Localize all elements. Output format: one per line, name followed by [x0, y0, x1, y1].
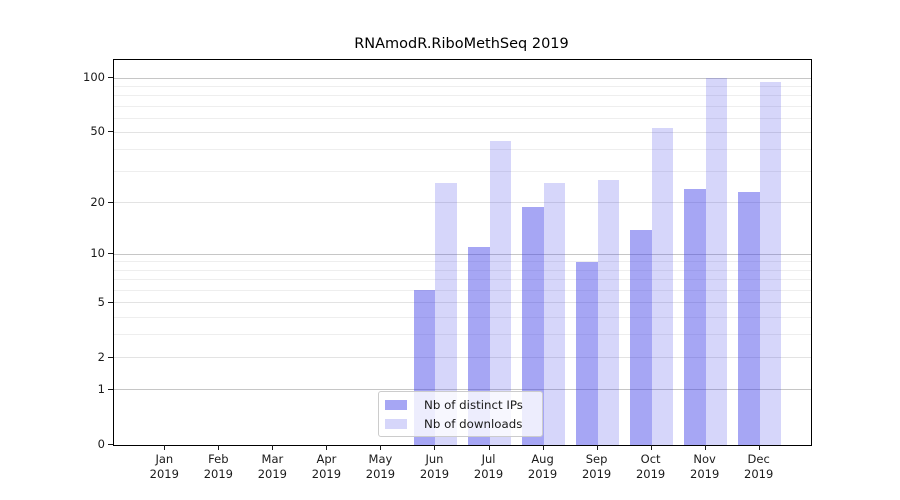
y-tick-label-1: 1 — [97, 381, 105, 396]
gridline-y-9 — [114, 261, 811, 263]
y-tick-0 — [108, 444, 113, 445]
x-tick-mar — [272, 445, 274, 450]
legend-swatch-downloads — [385, 418, 407, 429]
gridline-y-8 — [114, 269, 811, 271]
chart-title: RNAmodR.RiboMethSeq 2019 — [354, 36, 569, 52]
gridline-y-40 — [114, 149, 811, 151]
bar-sep-downloads — [597, 180, 620, 445]
legend-label-downloads: Nb of downloads — [424, 416, 523, 431]
x-tick-label-jun: Jun 2019 — [419, 452, 450, 481]
x-tick-may — [380, 445, 382, 450]
x-tick-label-sep: Sep 2019 — [581, 452, 612, 481]
gridline-y-1 — [114, 389, 811, 391]
legend-swatch-distinct-ips — [385, 399, 407, 410]
bar-jul-downloads — [489, 140, 512, 445]
bar-oct-distinct-ips — [630, 229, 652, 445]
gridline-y-80 — [114, 95, 811, 97]
x-tick-nov — [704, 445, 706, 450]
x-tick-label-feb: Feb 2019 — [203, 452, 233, 481]
x-tick-label-nov: Nov 2019 — [690, 452, 720, 481]
y-tick-label-2: 2 — [97, 349, 105, 364]
y-tick-10 — [108, 253, 113, 255]
x-tick-label-aug: Aug 2019 — [527, 452, 558, 481]
bar-dec-downloads — [759, 82, 782, 445]
gridline-y-7 — [114, 279, 811, 281]
x-tick-label-oct: Oct 2019 — [635, 452, 666, 481]
gridline-y-60 — [114, 117, 811, 119]
x-tick-apr — [326, 445, 328, 450]
gridline-y-2 — [114, 357, 811, 359]
gridline-y-30 — [114, 171, 811, 173]
bar-aug-distinct-ips — [521, 206, 544, 445]
y-tick-5 — [108, 301, 113, 303]
gridline-y-3 — [114, 334, 811, 336]
x-tick-label-may: May 2019 — [365, 452, 396, 481]
x-tick-label-mar: Mar 2019 — [257, 452, 288, 481]
gridline-y-20 — [114, 202, 811, 204]
bar-aug-downloads — [543, 182, 566, 445]
y-tick-label-20: 20 — [90, 194, 105, 209]
gridline-y-5 — [114, 302, 811, 304]
gridline-y-70 — [114, 105, 811, 107]
x-tick-feb — [218, 445, 220, 450]
gridline-y-100 — [114, 77, 811, 79]
bar-oct-downloads — [651, 127, 674, 445]
legend-label-distinct-ips: Nb of distinct IPs — [424, 397, 523, 412]
y-tick-1 — [108, 388, 113, 390]
x-tick-dec — [758, 445, 760, 450]
y-tick-50 — [108, 131, 113, 133]
legend-item-downloads: Nb of downloads — [385, 416, 536, 432]
y-tick-label-5: 5 — [97, 294, 105, 309]
y-tick-label-0: 0 — [97, 437, 105, 451]
x-tick-label-dec: Dec 2019 — [744, 452, 774, 481]
gridline-y-50 — [114, 131, 811, 133]
x-tick-jan — [164, 445, 166, 450]
x-tick-aug — [542, 445, 544, 450]
gridline-y-4 — [114, 316, 811, 318]
x-tick-label-jan: Jan 2019 — [149, 452, 179, 481]
x-tick-oct — [650, 445, 652, 450]
y-tick-label-50: 50 — [90, 124, 105, 139]
y-tick-2 — [108, 356, 113, 358]
gridline-y-90 — [114, 85, 811, 87]
bar-dec-distinct-ips — [738, 192, 760, 445]
bar-sep-distinct-ips — [575, 261, 598, 445]
bar-nov-distinct-ips — [684, 189, 706, 445]
x-tick-sep — [596, 445, 598, 450]
x-tick-jun — [434, 445, 436, 450]
plot-area — [113, 59, 812, 446]
y-tick-label-100: 100 — [83, 70, 105, 84]
y-tick-label-10: 10 — [90, 246, 105, 261]
gridline-y-10 — [114, 253, 811, 255]
x-tick-label-apr: Apr 2019 — [311, 452, 342, 481]
x-tick-jul — [488, 445, 490, 450]
y-tick-20 — [108, 201, 113, 203]
bar-jun-downloads — [435, 182, 458, 445]
x-tick-label-jul: Jul 2019 — [473, 452, 504, 481]
y-tick-100 — [108, 77, 113, 78]
legend-item-distinct-ips: Nb of distinct IPs — [385, 397, 536, 413]
legend: Nb of distinct IPs Nb of downloads — [378, 391, 543, 437]
bar-nov-downloads — [705, 78, 728, 445]
gridline-y-6 — [114, 289, 811, 291]
